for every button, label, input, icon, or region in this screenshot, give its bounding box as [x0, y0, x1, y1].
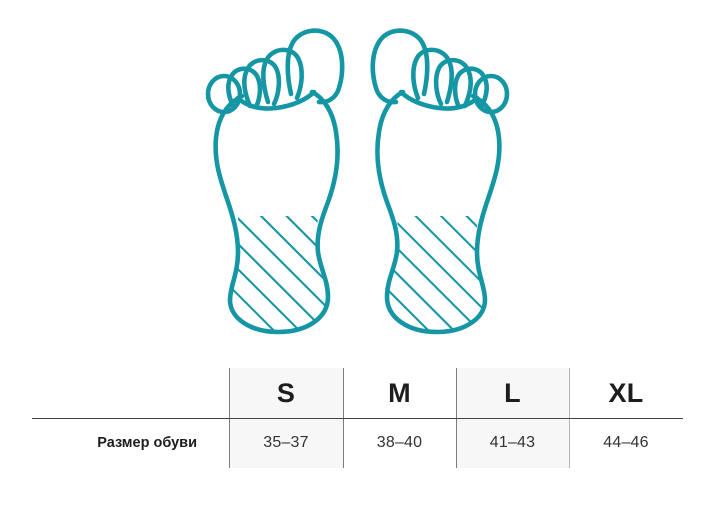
column-header-xl: XL	[608, 377, 644, 408]
left-foot-sole	[206, 31, 346, 346]
right-foot-sole	[369, 31, 509, 346]
cell-shoe-size-m: 38–40	[376, 434, 423, 451]
row-label-shoe-size: Размер обуви	[97, 435, 197, 451]
header-bottom-rule	[32, 418, 683, 419]
table-corner-blank	[32, 368, 229, 418]
right-foot-heel-hatching	[387, 216, 485, 332]
pair-of-feet-soles-diagram	[0, 0, 715, 350]
size-table: S M L XL Размер обуви 35–37 38–40 41–43 …	[32, 362, 683, 470]
left-foot-heel-hatching	[230, 216, 328, 332]
feet-illustration-svg	[0, 0, 715, 350]
column-shading-layer	[32, 362, 683, 470]
column-header-m: M	[388, 377, 411, 408]
cell-shoe-size-l: 41–43	[489, 434, 536, 451]
cell-shoe-size-xl: 44–46	[603, 434, 649, 451]
cell-shoe-size-s: 35–37	[263, 434, 309, 451]
column-header-l: L	[504, 377, 521, 408]
size-table-grid: S M L XL Размер обуви 35–37 38–40 41–43 …	[32, 368, 683, 468]
column-header-s: S	[276, 377, 296, 408]
